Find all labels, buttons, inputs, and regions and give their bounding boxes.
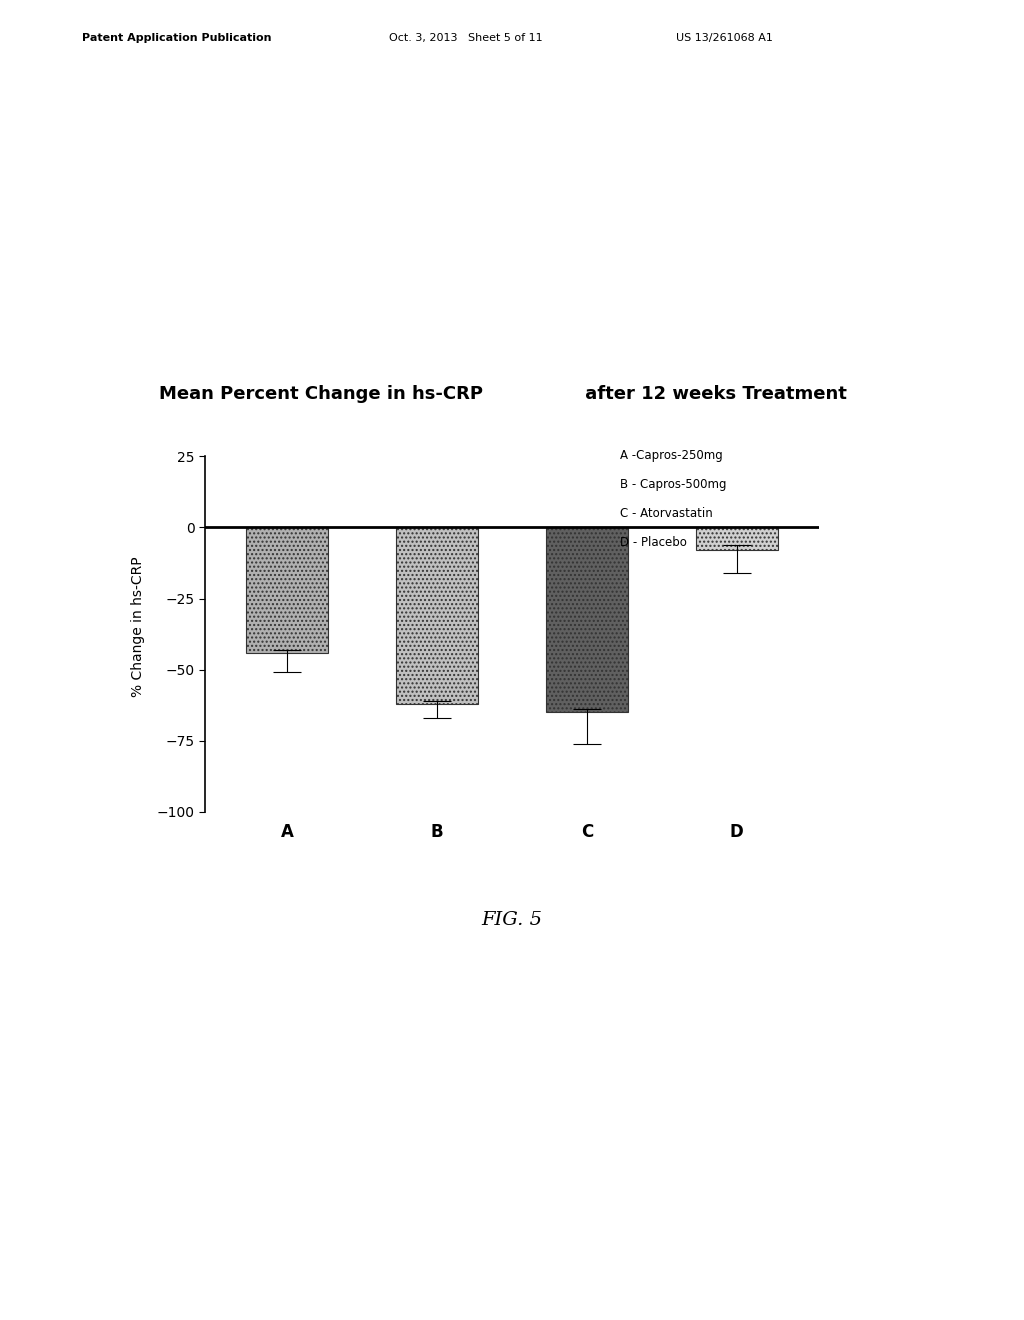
Text: FIG. 5: FIG. 5 [481,911,543,929]
Text: B - Capros-500mg: B - Capros-500mg [620,478,726,491]
Text: after 12 weeks Treatment: after 12 weeks Treatment [579,384,847,403]
Text: D - Placebo: D - Placebo [620,536,686,549]
Text: C - Atorvastatin: C - Atorvastatin [620,507,713,520]
Bar [546,528,628,713]
Text: Oct. 3, 2013   Sheet 5 of 11: Oct. 3, 2013 Sheet 5 of 11 [389,33,543,44]
Y-axis label: % Change in hs-CRP: % Change in hs-CRP [131,557,145,697]
Text: A -Capros-250mg: A -Capros-250mg [620,449,722,462]
Text: US 13/261068 A1: US 13/261068 A1 [676,33,773,44]
Bar [396,528,478,704]
Bar [695,528,778,550]
Bar [246,528,329,652]
Text: Patent Application Publication: Patent Application Publication [82,33,271,44]
Text: Mean Percent Change in hs-CRP: Mean Percent Change in hs-CRP [159,384,482,403]
